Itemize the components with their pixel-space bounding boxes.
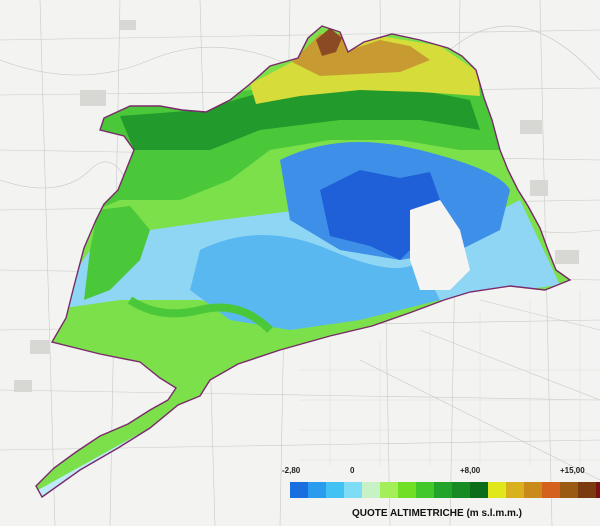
legend-swatch xyxy=(578,482,596,498)
legend-swatch xyxy=(506,482,524,498)
legend-color-ramp xyxy=(290,482,600,498)
legend-swatch xyxy=(542,482,560,498)
legend-tick-max: +15,00 xyxy=(560,466,585,475)
background-urban-blocks xyxy=(14,20,579,392)
legend-swatch xyxy=(308,482,326,498)
legend-swatch xyxy=(290,482,308,498)
legend-tick-min: -2,80 xyxy=(282,466,301,475)
legend-swatch xyxy=(560,482,578,498)
legend-swatch xyxy=(362,482,380,498)
legend-swatch xyxy=(416,482,434,498)
sea-coordinate-grid xyxy=(300,290,600,466)
elevation-legend: -2,80 0 +8,00 +15,00 QUOTE ALTIMETRICHE … xyxy=(280,466,600,522)
legend-swatch xyxy=(488,482,506,498)
legend-tick-zero: 0 xyxy=(350,466,355,475)
legend-swatch xyxy=(398,482,416,498)
legend-swatch xyxy=(380,482,398,498)
legend-tick-mid: +8,00 xyxy=(460,466,481,475)
legend-swatch xyxy=(470,482,488,498)
legend-title: QUOTE ALTIMETRICHE (m s.l.m.m.) xyxy=(352,508,523,519)
legend-swatch xyxy=(596,482,600,498)
legend-swatch xyxy=(524,482,542,498)
legend-swatch xyxy=(344,482,362,498)
legend-swatch xyxy=(452,482,470,498)
legend-swatch xyxy=(434,482,452,498)
legend-swatch xyxy=(326,482,344,498)
